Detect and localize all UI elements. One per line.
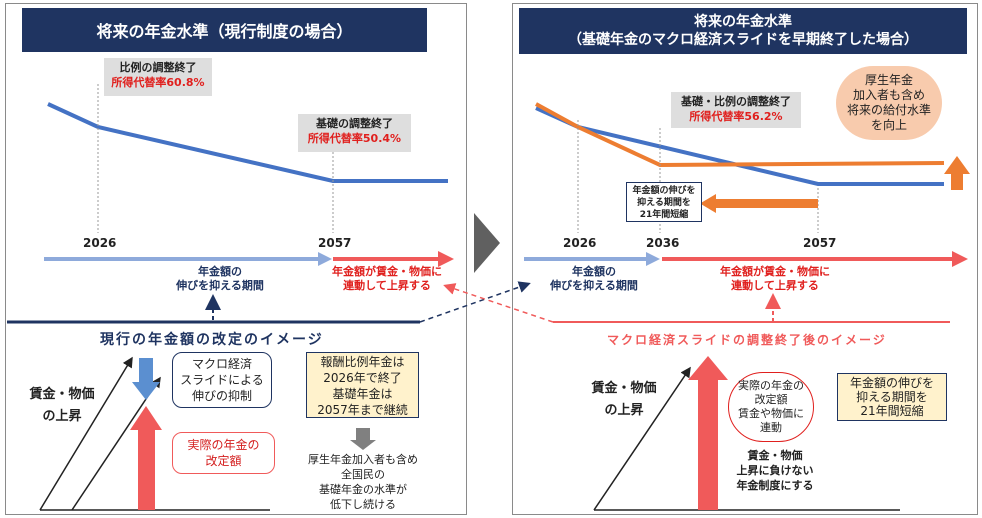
right-bottom-text: 賃金・物価 上昇に負けない 年金制度にする	[720, 448, 830, 493]
right-red-period-label: 年金額が賃金・物価に 連動して上昇する	[705, 265, 845, 293]
left-callout-basic: 基礎の調整終了 所得代替率50.4%	[298, 114, 411, 152]
left-callout-proportional: 比例の調整終了 所得代替率60.8%	[104, 58, 212, 96]
right-image-title: マクロ経済スライドの調整終了後のイメージ	[603, 331, 891, 348]
left-slide-box: マクロ経済 スライドによる 伸びの抑制	[172, 352, 272, 408]
left-yellow-box: 報酬比例年金は 2026年で終了 基礎年金は 2057年まで継続	[306, 352, 419, 418]
right-wage-label: 賃金・物価 の上昇	[584, 378, 664, 422]
left-gray-down-arrow	[356, 428, 370, 440]
left-actual-bar	[138, 428, 155, 510]
right-callout: 基礎・比例の調整終了 所得代替率56.2%	[671, 92, 801, 128]
right-year-2036: 2036	[646, 236, 679, 250]
right-actual-bar	[698, 378, 718, 510]
left-red-period-label: 年金額が賃金・物価に 連動して上昇する	[326, 265, 448, 293]
left-wage-label: 賃金・物価 の上昇	[22, 384, 102, 428]
right-shorten-box: 年金額の伸びを 抑える期間を 21年間短縮	[626, 182, 702, 222]
left-year-2026: 2026	[83, 236, 116, 250]
right-orange-up-arrow	[951, 172, 963, 190]
right-year-2026: 2026	[563, 236, 596, 250]
right-orange-circle: 厚生年金 加入者も含め 将来の給付水準 を向上	[836, 66, 942, 140]
left-bottom-text: 厚生年金加入者も含め 全国民の 基礎年金の水準が 低下し続ける	[296, 452, 430, 512]
left-rise-line1	[40, 358, 132, 510]
right-orange-shorten-arrow	[714, 199, 818, 208]
right-blue-period-label: 年金額の 伸びを抑える期間	[532, 265, 656, 293]
left-actual-box: 実際の年金の 改定額	[172, 432, 275, 474]
right-actual-circle: 実際の年金の 改定額 賃金や物価に 連動	[728, 372, 814, 442]
left-image-title: 現行の年金額の改定のイメージ	[96, 329, 328, 349]
center-chevron	[474, 213, 500, 273]
left-year-2057: 2057	[318, 236, 351, 250]
left-blue-period-label: 年金額の 伸びを抑える期間	[160, 265, 280, 293]
right-yellow-box: 年金額の伸びを 抑える期間を 21年間短縮	[837, 373, 947, 421]
right-year-2057: 2057	[803, 236, 836, 250]
left-suppress-arrow	[139, 358, 153, 382]
